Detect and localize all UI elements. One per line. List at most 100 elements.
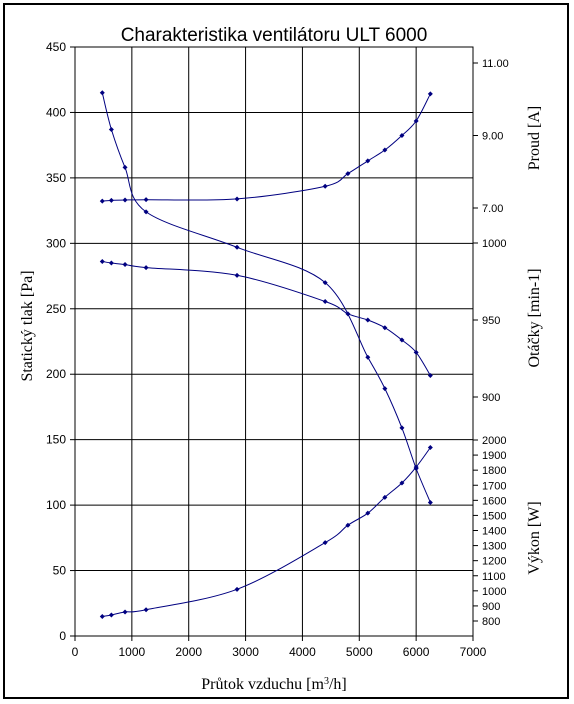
right-axis-label-power: Výkon [W] — [526, 501, 543, 574]
data-point-static_pressure — [427, 499, 433, 505]
right-tick-labels: 11.00 9.00 7.00 1000 950 900 2000 1900 1800 1700 1… — [473, 58, 509, 628]
right-tick-label: 11.00 — [482, 58, 509, 70]
data-point-current — [427, 91, 433, 97]
data-point-static_pressure — [108, 126, 114, 132]
x-tick-label: 1000 — [119, 645, 146, 659]
data-point-static_pressure — [143, 209, 149, 215]
data-point-power — [345, 522, 351, 528]
data-point-speed — [413, 349, 419, 355]
data-point-static_pressure — [99, 90, 105, 96]
data-point-current — [345, 171, 351, 177]
right-tick-label: 900 — [482, 392, 500, 404]
data-point-power — [365, 510, 371, 516]
x-axis-label: Průtok vzduchu [m3/h] — [201, 676, 346, 694]
plot-area — [74, 46, 474, 637]
data-point-speed — [365, 317, 371, 323]
right-tick-label: 1000 — [482, 238, 506, 250]
series-group — [99, 90, 433, 619]
data-point-static_pressure — [399, 425, 405, 431]
x-tick-label: 4000 — [289, 645, 316, 659]
right-tick-label: 1900 — [482, 450, 506, 462]
data-point-speed — [345, 311, 351, 317]
data-point-current — [99, 198, 105, 204]
data-point-current — [322, 183, 328, 189]
chart-frame — [3, 3, 569, 699]
data-point-power — [99, 613, 105, 619]
data-point-static_pressure — [234, 244, 240, 250]
y-tick-label: 400 — [46, 105, 66, 119]
data-point-speed — [122, 262, 128, 268]
data-point-speed — [234, 272, 240, 278]
data-point-power — [427, 445, 433, 451]
series-line-power — [102, 447, 431, 617]
data-point-power — [322, 540, 328, 546]
y-tick-label: 100 — [46, 498, 66, 512]
data-point-current — [143, 197, 149, 203]
data-point-speed — [108, 260, 114, 266]
x-axis-label-main: Průtok vzduchu [m — [201, 676, 324, 693]
x-axis-label-tail: /h] — [329, 676, 347, 693]
x-tick-label: 0 — [72, 645, 79, 659]
x-tick-label: 5000 — [346, 645, 373, 659]
data-point-current — [234, 196, 240, 202]
y-tick-label: 250 — [46, 302, 66, 316]
x-tick-label: 7000 — [460, 645, 487, 659]
data-point-power — [382, 494, 388, 500]
y-tick-label: 0 — [59, 629, 66, 643]
x-axis-label-superscript: 3 — [324, 676, 329, 687]
right-tick-label: 9.00 — [482, 131, 503, 143]
series-line-current — [102, 93, 431, 202]
data-point-speed — [99, 258, 105, 264]
y-axis-label: Statický tlak [Pa] — [19, 270, 36, 381]
right-tick-label: 1200 — [482, 556, 506, 568]
x-tick-label: 3000 — [232, 645, 259, 659]
data-point-current — [382, 147, 388, 153]
y-tick-label: 50 — [53, 564, 67, 578]
right-tick-label: 1100 — [482, 571, 506, 583]
y-tick-label: 350 — [46, 171, 66, 185]
x-tick-label: 2000 — [175, 645, 202, 659]
data-point-static_pressure — [365, 354, 371, 360]
right-tick-label: 950 — [482, 315, 500, 327]
y-tick-labels: 0 50 100 150 200 250 300 350 400 450 — [46, 40, 66, 643]
right-tick-label: 1300 — [482, 541, 506, 553]
data-point-power — [108, 612, 114, 618]
right-tick-label: 7.00 — [482, 203, 503, 215]
data-point-speed — [322, 299, 328, 305]
right-tick-label: 1600 — [482, 495, 506, 507]
grid — [70, 46, 474, 641]
data-point-static_pressure — [122, 164, 128, 170]
data-point-power — [234, 586, 240, 592]
data-point-static_pressure — [322, 280, 328, 286]
data-point-static_pressure — [382, 386, 388, 392]
series-line-speed — [102, 261, 431, 376]
right-tick-label: 800 — [482, 616, 500, 628]
data-point-current — [108, 197, 114, 203]
data-point-current — [399, 133, 405, 138]
data-point-speed — [427, 372, 433, 378]
y-tick-label: 300 — [46, 236, 66, 250]
data-point-current — [122, 197, 128, 203]
right-tick-label: 900 — [482, 601, 500, 613]
data-point-power — [413, 464, 419, 470]
y-tick-label: 200 — [46, 367, 66, 381]
data-point-speed — [399, 337, 405, 343]
x-tick-label: 6000 — [403, 645, 430, 659]
right-tick-label: 1400 — [482, 526, 506, 538]
right-tick-label: 1500 — [482, 510, 506, 522]
data-point-current — [365, 158, 371, 164]
data-point-speed — [382, 325, 388, 331]
chart-title: Charakteristika ventilátoru ULT 6000 — [121, 25, 428, 46]
right-tick-label: 1800 — [482, 465, 506, 477]
x-tick-labels: 0 1000 2000 3000 4000 5000 6000 7000 — [72, 645, 487, 659]
right-axis-label-current: Proud [A] — [526, 106, 543, 170]
right-tick-label: 2000 — [482, 435, 506, 447]
right-axis-label-speed: Otáčky [min-1] — [526, 268, 543, 367]
data-point-power — [399, 480, 405, 486]
right-tick-label: 1700 — [482, 480, 506, 492]
data-point-current — [413, 118, 419, 124]
data-point-power — [143, 607, 149, 613]
data-point-speed — [143, 265, 149, 271]
data-point-power — [122, 609, 128, 615]
